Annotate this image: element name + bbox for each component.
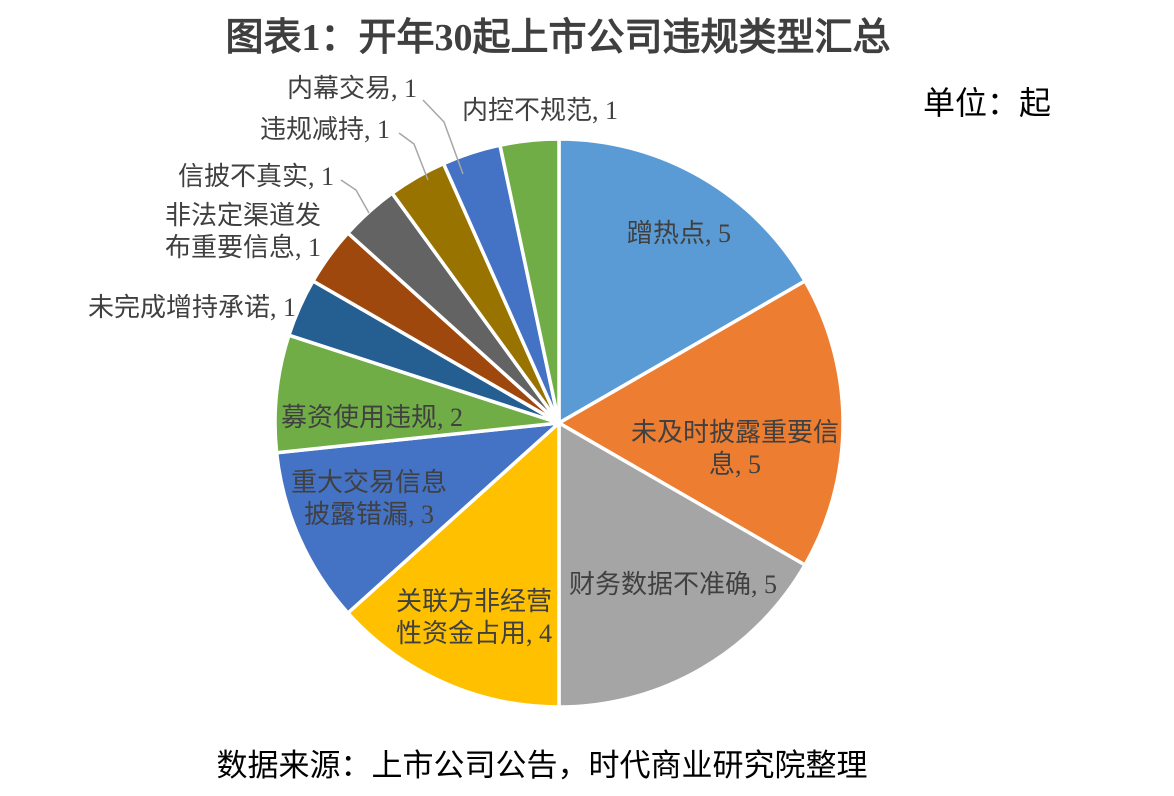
label-leader-line-8 — [340, 179, 370, 214]
slice-label-6: 未完成增持承诺, 1 — [88, 293, 296, 322]
pie-slice-11 — [498, 137, 561, 425]
label-leader-line-10 — [422, 99, 464, 175]
slice-label-3: 关联方非经营性资金占用, 4 — [396, 587, 552, 648]
slice-label-2: 财务数据不准确, 5 — [569, 570, 777, 599]
slice-label-4: 重大交易信息披露错漏, 3 — [291, 468, 447, 529]
slice-label-0: 蹭热点, 5 — [627, 219, 731, 248]
data-source-note: 数据来源：上市公司公告，时代商业研究院整理 — [216, 748, 868, 783]
slice-label-7: 非法定渠道发布重要信息, 1 — [165, 201, 321, 262]
slice-label-10: 内幕交易, 1 — [287, 74, 417, 103]
pie-slice-4 — [274, 421, 561, 615]
pie-slice-2 — [557, 421, 807, 709]
label-leader-line-9 — [398, 132, 429, 181]
pie-slice-5 — [273, 333, 561, 455]
chart-title: 图表1：开年30起上市公司违规类型汇总 — [225, 17, 891, 59]
slice-label-1: 未及时披露重要信息, 5 — [631, 418, 839, 479]
pie-slice-3 — [346, 421, 561, 709]
slice-label-8: 信披不真实, 1 — [178, 162, 334, 191]
pie-slice-0 — [557, 137, 807, 425]
unit-label: 单位：起 — [923, 85, 1052, 121]
slice-label-9: 违规减持, 1 — [260, 115, 390, 144]
pie-slice-1 — [557, 279, 845, 567]
slice-label-11: 内控不规范, 1 — [462, 96, 618, 125]
slice-label-5: 募资使用违规, 2 — [281, 403, 463, 432]
